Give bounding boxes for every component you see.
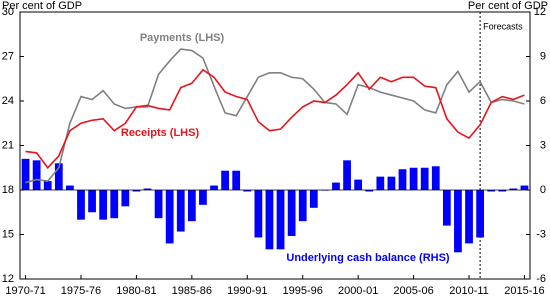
bar: [88, 190, 96, 213]
bar: [199, 190, 207, 205]
bar: [476, 190, 484, 238]
bar: [210, 185, 218, 190]
bar: [420, 167, 429, 190]
x-tick-label: 1975-76: [61, 285, 101, 297]
y2-tick-label: -6: [536, 273, 546, 285]
y-tick-label: 30: [2, 6, 14, 18]
x-tick-label: 1970-71: [5, 285, 45, 297]
x-tick-label: 2015-16: [504, 285, 544, 297]
bar: [265, 190, 274, 250]
plot-frame: [19, 11, 531, 280]
bar: [365, 190, 374, 192]
bar: [221, 170, 229, 190]
bar: [398, 169, 407, 190]
bar: [232, 170, 241, 190]
bar: [332, 182, 340, 190]
bar: [454, 190, 462, 253]
y-tick-label: 24: [2, 95, 14, 107]
bar: [154, 190, 163, 219]
x-tick-label: 1985-86: [172, 285, 212, 297]
x-tick-label: 2000-01: [338, 285, 378, 297]
bar: [409, 167, 418, 190]
bar: [254, 190, 263, 238]
bar: [520, 185, 529, 190]
series-label: Payments (LHS): [140, 32, 225, 44]
line: [25, 68, 525, 169]
y-tick-label: 12: [2, 273, 14, 285]
series-label: Underlying cash balance (RHS): [286, 252, 450, 264]
y2-tick-label: 12: [534, 6, 546, 18]
bar: [431, 166, 440, 190]
bar: [498, 190, 507, 192]
y2-tick-label: 6: [540, 95, 546, 107]
y-tick-label: 18: [2, 184, 14, 196]
bar: [287, 190, 296, 236]
bar: [54, 163, 63, 190]
y-tick-label: 21: [2, 139, 14, 151]
bar: [243, 190, 252, 192]
line: [25, 48, 525, 184]
x-tick-label: 1995-96: [283, 285, 323, 297]
bar: [176, 190, 185, 232]
bar: [376, 176, 385, 190]
forecast-label: Forecasts: [483, 21, 523, 31]
bar: [121, 190, 130, 207]
bar: [509, 188, 518, 190]
series-label: Receipts (LHS): [121, 127, 200, 139]
x-tick-label: 1990-91: [227, 285, 267, 297]
y2-tick-label: 9: [540, 50, 546, 62]
bar: [110, 190, 119, 219]
bar: [43, 181, 52, 190]
bar: [132, 190, 141, 192]
y2-tick-label: -3: [536, 228, 546, 240]
bar: [66, 185, 74, 190]
bar: [99, 190, 108, 220]
bar: [21, 158, 30, 190]
bar: [465, 190, 473, 244]
bar: [442, 190, 451, 226]
y2-tick-label: 0: [540, 184, 546, 196]
bar: [187, 190, 196, 222]
bar: [77, 190, 85, 220]
x-tick-label: 2005-06: [393, 285, 433, 297]
bar: [143, 188, 152, 190]
bar: [309, 190, 318, 208]
bar: [165, 190, 174, 244]
y2-tick-label: 3: [540, 139, 546, 151]
y-axis-label: Per cent of GDP: [2, 0, 82, 12]
y2-axis-label: Per cent of GDP: [468, 0, 548, 12]
bar: [32, 160, 41, 190]
bar: [387, 176, 396, 190]
bar: [354, 179, 363, 190]
bar: [343, 160, 351, 190]
x-tick-label: 2010-11: [449, 285, 489, 297]
y-tick-label: 15: [2, 228, 14, 240]
x-tick-label: 1980-81: [116, 285, 156, 297]
bar: [298, 190, 307, 222]
y-tick-label: 27: [2, 50, 14, 62]
bar: [487, 190, 496, 192]
bar: [276, 190, 285, 250]
